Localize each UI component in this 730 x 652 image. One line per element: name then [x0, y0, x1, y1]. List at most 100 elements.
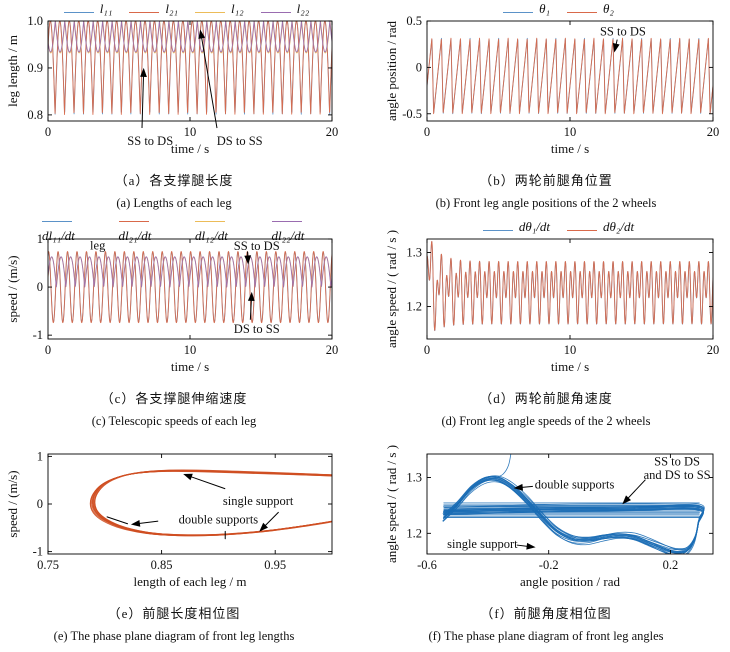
legend-swatch — [63, 11, 94, 13]
panel-b-legend: θ₁ θ₂ — [365, 0, 727, 17]
svg-text:DS to SS: DS to SS — [234, 322, 280, 336]
y-tick-label: 0 — [416, 60, 422, 74]
annotation: leg — [90, 238, 106, 252]
legend-swatch — [118, 220, 149, 222]
panel-c-caption-en: (c) Telescopic speeds of each leg — [91, 414, 257, 429]
x-tick-label: 0.75 — [37, 558, 59, 572]
y-tick-label: -1 — [33, 328, 43, 342]
panel-a: l₁₁ l₂₁ l₁₂ l₂₂ 0 10 20 0.8 0.9 1.0 time / s leg l… — [0, 0, 348, 212]
annotation: single support — [183, 473, 294, 532]
x-axis-label: length of each leg / m — [134, 574, 247, 589]
panel-a-svg: 0 10 20 0.8 0.9 1.0 time / s leg length / m SS t… — [5, 14, 339, 156]
x-tick-label: 0 — [424, 343, 430, 357]
y-axis-label: angle speed / ( rad / s ) — [384, 445, 399, 563]
panel-e-svg: 0.75 0.85 0.95 -1 0 1 length of each leg / m sp… — [5, 449, 333, 589]
panel-b: θ₁ θ₂ 0 10 20 -0.5 0 0.5 time / s angle position… — [365, 0, 727, 212]
y-tick-label: 1.3 — [406, 246, 422, 260]
legend-swatch — [567, 11, 597, 13]
annotation: double supports — [130, 513, 259, 527]
panel-d-legend: dθ₁/dt dθ₂/dt — [365, 218, 727, 235]
panel-f: -0.6 -0.2 0.2 1.2 1.3 angle position / rad ang… — [365, 434, 727, 645]
legend-label: l₂₁ — [165, 0, 178, 16]
legend-item: dθ₁/dt — [482, 218, 567, 236]
x-tick-label: 20 — [707, 343, 720, 357]
x-tick-label: 20 — [326, 125, 339, 139]
x-tick-label: 20 — [326, 343, 339, 357]
panel-f-plot: -0.6 -0.2 0.2 1.2 1.3 angle position / rad ang… — [365, 445, 727, 597]
panel-a-caption-en: (a) Lengths of each leg — [116, 196, 232, 211]
legend-item: θ₂ — [567, 0, 631, 18]
y-tick-label: 0.5 — [406, 14, 422, 28]
x-tick-label: 0 — [45, 125, 51, 139]
legend-label: l₁₁ — [99, 0, 113, 16]
y-axis-label: leg length / m — [5, 35, 20, 107]
legend-item: l₁₂ — [195, 0, 261, 18]
panel-d-caption-cn: （d）两轮前腿角速度 — [479, 391, 613, 406]
panel-f-svg: -0.6 -0.2 0.2 1.2 1.3 angle position / rad ang… — [384, 445, 714, 589]
legend-label: dθ₂/dt — [603, 218, 635, 234]
y-tick-label: 0 — [37, 497, 43, 511]
panel-e-plot: 0.75 0.85 0.95 -1 0 1 length of each leg / m sp… — [0, 449, 348, 597]
x-tick-label: 0 — [424, 125, 430, 139]
svg-text:SS to DS: SS to DS — [127, 134, 173, 148]
svg-text:double supports: double supports — [535, 478, 615, 492]
x-tick-label: 10 — [184, 125, 197, 139]
x-tick-label: 0 — [45, 343, 51, 357]
legend-swatch — [482, 229, 513, 231]
y-axis-label: speed / (m/s) — [5, 255, 20, 322]
y-axis-label: speed / (m/s) — [5, 470, 20, 537]
legend-item: l₂₂ — [260, 0, 327, 18]
svg-text:SS to DS: SS to DS — [600, 25, 646, 39]
y-tick-label: -1 — [33, 545, 43, 559]
legend-label: θ₂ — [603, 0, 614, 16]
y-tick-label: 0.8 — [27, 108, 43, 122]
legend-swatch — [129, 11, 160, 13]
x-axis-label: time / s — [551, 141, 589, 156]
legend-swatch — [567, 229, 597, 231]
legend-label: l₂₂ — [296, 0, 310, 16]
legend-label: dθ₁/dt — [518, 218, 550, 234]
svg-text:single support: single support — [447, 537, 518, 551]
annotation: SS to DS — [234, 239, 280, 265]
panel-e: 0.75 0.85 0.95 -1 0 1 length of each leg / m sp… — [0, 434, 348, 645]
legend-item: l₁₁ — [63, 0, 130, 18]
panel-c-plot: 0 10 20 -1 0 1 time / s speed / (m/s) leg SS to D… — [0, 232, 348, 382]
legend-swatch — [503, 11, 534, 13]
panel-a-caption-cn: （a）各支撑腿长度 — [114, 173, 234, 188]
x-tick-label: 10 — [564, 343, 577, 357]
panel-d-svg: 0 10 20 1.2 1.3 time / s angle speed / ( rad /… — [384, 230, 720, 374]
panel-d-plot: 0 10 20 1.2 1.3 time / s angle speed / ( rad /… — [365, 230, 727, 382]
x-axis-label: angle position / rad — [520, 574, 621, 589]
annotation: SS to DS — [127, 67, 173, 148]
panel-b-caption-en: (b) Front leg angle positions of the 2 w… — [435, 196, 657, 211]
panel-d: dθ₁/dt dθ₂/dt 0 10 20 1.2 1.3 time / s angle sp… — [365, 218, 727, 430]
panel-c-caption-cn: （c）各支撑腿伸缩速度 — [100, 391, 248, 406]
svg-text:DS to SS: DS to SS — [217, 134, 263, 148]
x-tick-label: -0.6 — [417, 558, 437, 572]
y-tick-label: 1.0 — [27, 14, 43, 28]
legend-item: l₂₁ — [129, 0, 195, 18]
legend-item: θ₁ — [503, 0, 567, 18]
svg-text:double supports: double supports — [179, 513, 259, 527]
x-axis-label: time / s — [171, 141, 209, 156]
annotation: DS to SS — [198, 29, 263, 148]
x-tick-label: 0.85 — [151, 558, 173, 572]
panel-f-caption-cn: （f）前腿角度相位图 — [480, 606, 612, 621]
y-tick-label: 1 — [37, 232, 43, 246]
y-tick-label: 1.2 — [406, 300, 422, 314]
annotation: SS to DS — [600, 25, 646, 53]
x-tick-label: 20 — [707, 125, 720, 139]
y-tick-label: 0.9 — [27, 61, 43, 75]
y-tick-label: 1.3 — [406, 470, 422, 484]
panel-e-caption-cn: （e）前腿长度相位图 — [107, 606, 241, 621]
legend-swatch — [195, 11, 225, 13]
x-axis-label: time / s — [171, 359, 209, 374]
panel-b-plot: 0 10 20 -0.5 0 0.5 time / s angle position / ra… — [365, 14, 727, 164]
panel-d-caption-en: (d) Front leg angle speeds of the 2 whee… — [441, 414, 651, 429]
svg-text:single support: single support — [223, 494, 294, 508]
legend-label: θ₁ — [539, 0, 550, 16]
y-tick-label: 1 — [37, 449, 43, 463]
